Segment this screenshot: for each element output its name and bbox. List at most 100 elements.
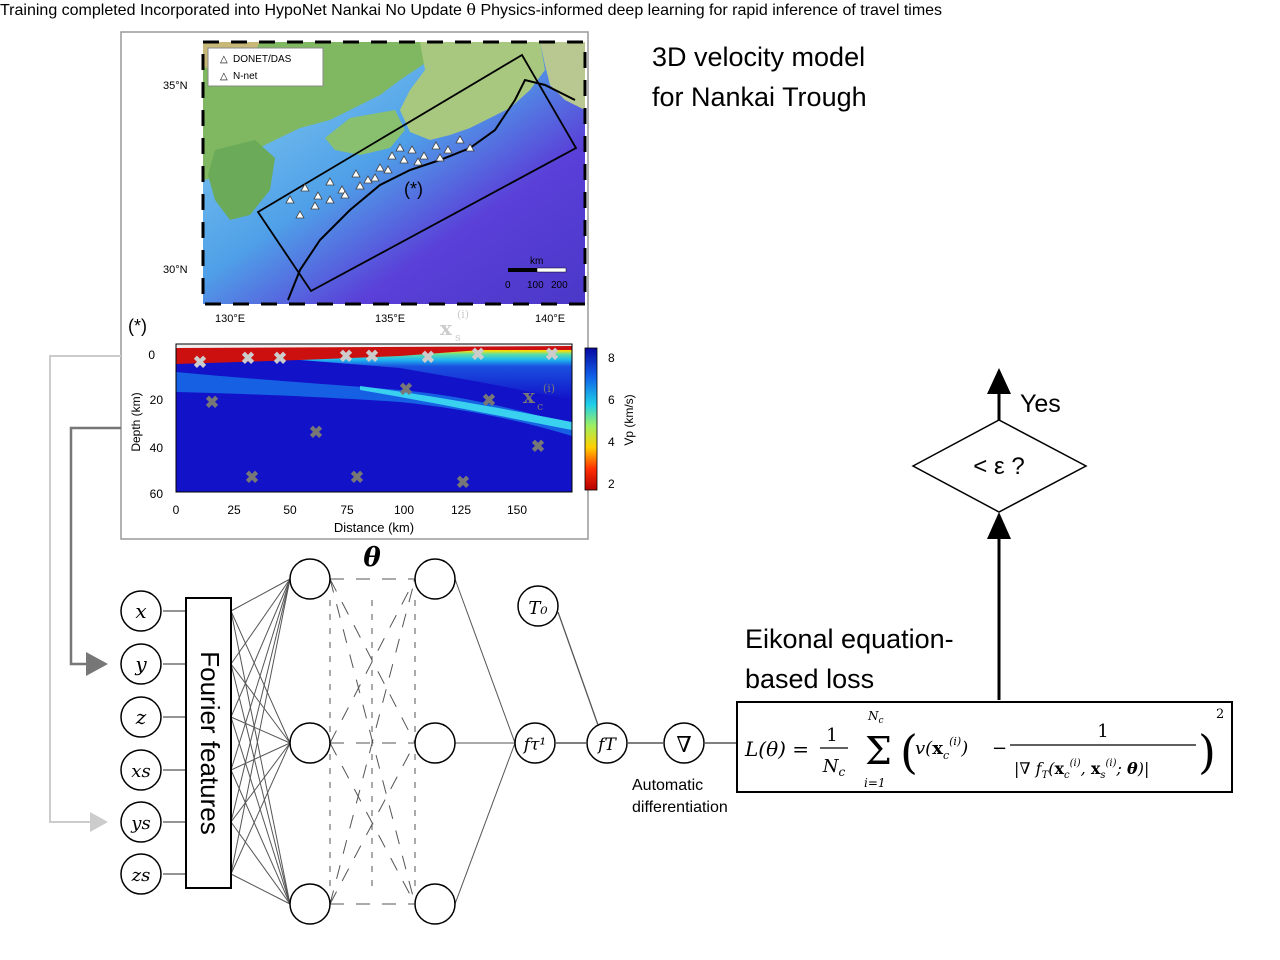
cbar-tick-2: 2	[608, 477, 615, 491]
source-cross: ✖	[365, 347, 379, 366]
collocation-cross: ✖	[531, 437, 545, 456]
formula-minus: −	[992, 738, 1007, 759]
y-tick-20: 20	[150, 393, 164, 407]
fourier-edge	[230, 873, 291, 905]
autodiff-line2: differentiation	[632, 799, 728, 816]
velocity-section: ✖ ✖ ✖ ✖ ✖ ✖ ✖ ✖ ✖ ✖ ✖ ✖ ✖ ✖ ✖ ✖	[175, 343, 573, 493]
output-edge	[454, 742, 516, 905]
station-marker	[325, 195, 335, 204]
map-legend	[207, 47, 324, 87]
colorbar-label: Vp (km/s)	[622, 394, 636, 445]
update-theta: θ	[466, 0, 477, 19]
fourier-edge	[230, 578, 291, 665]
collocation-cross: ✖	[205, 393, 219, 412]
legend-triangle-1: △	[220, 54, 228, 65]
formula-lparen: (	[900, 725, 918, 779]
xc-sup: (i)	[543, 382, 555, 395]
fourier-edge	[230, 742, 291, 823]
section-mid	[176, 372, 572, 436]
input-node-z	[120, 696, 162, 738]
formula-square: 2	[1216, 707, 1224, 722]
decision-diamond	[911, 419, 1088, 513]
input-label-xs: xs	[131, 761, 150, 782]
hidden-node	[289, 558, 331, 600]
section-slab	[360, 386, 572, 430]
station-marker	[325, 177, 335, 186]
section-frame	[175, 343, 573, 493]
hidden-edge	[329, 578, 416, 744]
collocation-cross: ✖	[350, 468, 364, 487]
section-marker: (*)	[128, 316, 147, 336]
station-marker	[443, 145, 453, 154]
input-nodes: x y z xs ys zs	[120, 590, 162, 895]
formula-sum: Σ	[865, 729, 892, 773]
fourier-features-label: Fourier features	[195, 651, 225, 835]
fourier-edge	[230, 663, 291, 744]
map-profile-marker: (*)	[404, 179, 423, 199]
hidden-node	[414, 883, 456, 925]
training-to-incorporated-arrow: Incorporated into HypoNet Nankai No Upda…	[140, 0, 942, 19]
station-marker	[337, 185, 347, 194]
loss-label-line1: Eikonal equation-	[745, 624, 954, 654]
station-marker	[395, 143, 405, 152]
station-marker	[435, 153, 445, 162]
cbar-tick-6: 6	[608, 393, 615, 407]
source-cross: ✖	[471, 345, 485, 364]
section-xticks: 0 25 50 75 100 125 150	[173, 503, 528, 517]
collocation-cross: ✖	[309, 423, 323, 442]
colorbar	[584, 347, 598, 491]
update-to-model-arrow: Physics-informed deep learning for rapid…	[480, 2, 942, 19]
station-marker	[407, 145, 417, 154]
cbar-tick-4: 4	[608, 435, 615, 449]
lat-label-30: 30°N	[163, 264, 188, 276]
x-tick-label: 25	[227, 503, 241, 517]
output-edge	[454, 578, 516, 744]
hidden-node	[414, 722, 456, 764]
section-shallow	[176, 344, 572, 364]
legend-triangle-2: △	[220, 71, 228, 82]
lon-label-140: 140°E	[535, 313, 565, 325]
station-marker	[383, 165, 393, 174]
incorporated-box: Incorporated into HypoNet Nankai No Upda…	[140, 0, 942, 19]
y-tick-60: 60	[150, 487, 164, 501]
formula-one-b: 1	[1097, 721, 1108, 742]
station-marker	[355, 181, 365, 190]
x-tick-label: 0	[173, 503, 180, 517]
scale-unit: km	[530, 256, 543, 267]
collocation-cross: ✖	[482, 391, 496, 410]
x-tick-label: 75	[340, 503, 354, 517]
fourier-edge	[230, 742, 291, 875]
scale-tick-0: 0	[505, 280, 511, 291]
input-node-xs	[120, 749, 162, 791]
ft-label: fT	[596, 735, 617, 755]
station-marker	[313, 191, 323, 200]
station-marker	[370, 173, 380, 182]
arrowhead-left-1: No Update θ Physics-informed deep learni…	[385, 0, 942, 19]
station-marker	[413, 157, 423, 166]
station-marker	[465, 143, 475, 152]
hidden-edge	[329, 578, 416, 744]
fourier-edge	[230, 716, 291, 744]
loss-label-line2: based loss	[745, 664, 874, 694]
scale-tick-200: 200	[551, 280, 568, 291]
caption-line1: Physics-informed deep learning	[480, 2, 705, 19]
input-label-y: y	[134, 652, 147, 676]
fourier-edge	[230, 578, 291, 875]
lon-label-135: 135°E	[375, 313, 405, 325]
section-ylabel: Depth (km)	[129, 392, 143, 451]
input-label-z: z	[135, 705, 147, 729]
cbar-tick-8: 8	[608, 351, 615, 365]
neural-network	[163, 558, 516, 925]
sample-points: ✖ ✖ ✖ ✖ ✖ ✖ ✖ ✖ ✖ ✖ ✖ ✖ ✖ ✖ ✖ ✖	[193, 345, 559, 492]
formula-one: 1	[826, 725, 837, 746]
fourier-edge	[230, 742, 291, 771]
y-connector	[69, 426, 121, 666]
fourier-features-box	[185, 597, 232, 889]
source-cross: ✖	[339, 347, 353, 366]
fourier-edge	[230, 578, 291, 612]
station-marker	[431, 141, 441, 150]
loss-formula-box	[736, 701, 1233, 793]
source-cross: ✖	[545, 345, 559, 364]
autodiff-line1: Automatic	[632, 777, 703, 794]
